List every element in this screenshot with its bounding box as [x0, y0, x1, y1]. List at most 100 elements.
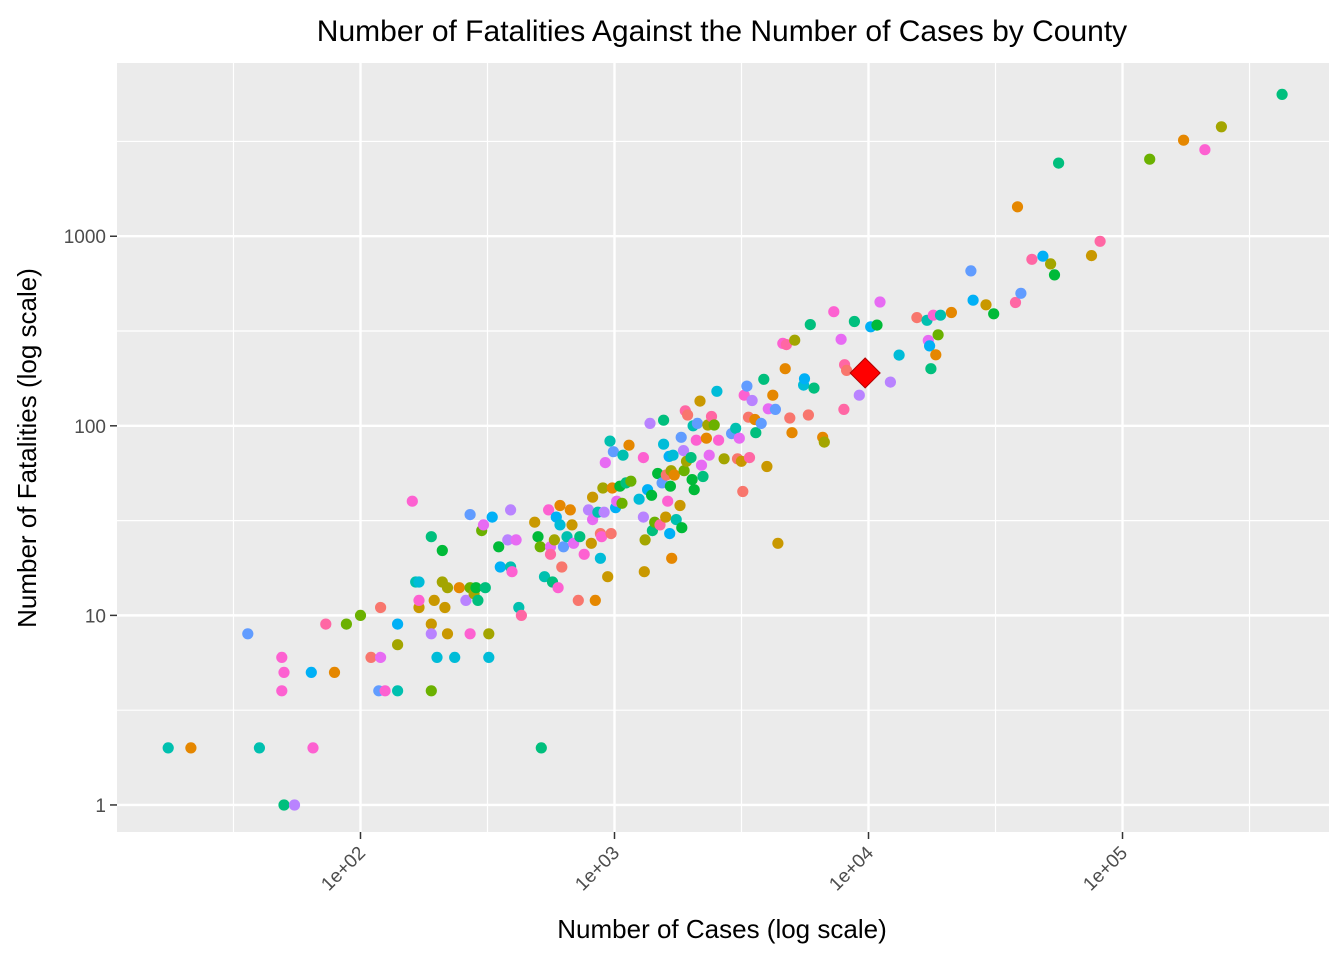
data-point	[644, 417, 656, 429]
data-point	[375, 651, 387, 664]
highlighted-point	[849, 357, 881, 389]
data-point	[691, 417, 704, 429]
x-axis-title: Number of Cases (log scale)	[557, 914, 886, 944]
data-point	[841, 364, 853, 376]
data-point	[668, 469, 680, 481]
data-point	[664, 480, 677, 492]
data-point	[460, 594, 472, 607]
data-point	[802, 409, 815, 421]
data-point	[737, 485, 749, 498]
data-point	[633, 493, 645, 505]
data-point	[685, 452, 697, 464]
x-tick-label: 1e+04	[825, 842, 878, 895]
data-point	[688, 484, 700, 496]
y-axis-title: Number of Fatalities (log scale)	[12, 268, 42, 628]
data-point	[658, 414, 670, 426]
data-point	[278, 799, 290, 811]
data-point	[1053, 157, 1065, 169]
data-point	[1094, 235, 1106, 247]
data-point	[784, 412, 796, 424]
data-point	[604, 435, 616, 447]
data-point	[502, 534, 514, 546]
data-point	[392, 685, 404, 697]
data-point	[818, 436, 830, 448]
data-point	[354, 609, 367, 622]
data-point	[431, 651, 443, 664]
data-point	[738, 389, 750, 401]
x-tick-label: 1e+02	[317, 843, 370, 896]
data-point	[428, 594, 440, 607]
data-point	[1015, 287, 1027, 299]
data-point	[1178, 134, 1190, 146]
data-point	[506, 566, 518, 578]
data-point	[288, 799, 301, 811]
data-point	[596, 531, 608, 543]
data-point	[694, 395, 706, 407]
data-point	[697, 470, 709, 483]
data-point	[185, 742, 197, 754]
data-point	[884, 376, 897, 388]
data-point	[925, 363, 937, 375]
data-point	[554, 519, 566, 531]
major-gridlines	[117, 63, 1329, 832]
data-point	[804, 319, 816, 331]
data-point	[690, 434, 702, 446]
data-point	[365, 651, 377, 664]
data-point	[893, 349, 905, 361]
data-point	[1026, 253, 1038, 265]
data-point	[932, 329, 944, 341]
data-point	[597, 482, 609, 494]
data-point	[871, 319, 883, 331]
data-point	[780, 339, 793, 351]
data-point	[587, 491, 599, 503]
data-point	[686, 474, 698, 486]
data-point	[617, 449, 629, 461]
data-point	[375, 601, 387, 614]
data-point	[470, 582, 482, 594]
data-point	[675, 431, 687, 443]
data-point	[1144, 153, 1156, 165]
data-point	[767, 389, 779, 401]
data-point	[666, 552, 678, 564]
data-point	[708, 419, 720, 431]
data-point	[554, 499, 566, 512]
data-point	[242, 628, 254, 640]
data-point	[578, 548, 590, 560]
data-point	[599, 457, 611, 469]
data-point	[436, 544, 448, 557]
data-point	[670, 514, 682, 526]
data-point	[479, 582, 491, 594]
chart-title: Number of Fatalities Against the Number …	[317, 15, 1127, 48]
data-point	[761, 460, 773, 473]
data-point	[677, 445, 690, 457]
data-point	[1009, 296, 1022, 309]
data-point	[838, 403, 850, 415]
data-point	[743, 452, 756, 464]
data-point	[746, 394, 758, 407]
data-point	[848, 315, 861, 328]
data-point	[911, 312, 923, 324]
data-point	[425, 618, 437, 630]
data-point	[602, 571, 614, 583]
data-point	[307, 742, 319, 754]
data-point	[1048, 269, 1061, 281]
data-point	[483, 628, 495, 640]
y-axis: 1 10 100 1000	[64, 227, 117, 817]
data-point	[253, 742, 265, 754]
data-point	[769, 403, 782, 415]
data-point	[808, 382, 820, 394]
data-point	[637, 452, 650, 464]
data-point	[703, 449, 715, 461]
minor-gridlines	[117, 63, 1329, 832]
data-point	[494, 561, 506, 573]
data-point	[379, 685, 391, 697]
data-point	[945, 306, 958, 319]
data-point	[607, 446, 620, 458]
data-point	[639, 534, 651, 546]
data-point	[678, 465, 690, 477]
x-tick-label: 1e+03	[571, 843, 624, 896]
data-point	[616, 497, 628, 509]
data-point	[718, 453, 730, 465]
data-point	[449, 651, 461, 664]
data-point	[965, 265, 977, 277]
